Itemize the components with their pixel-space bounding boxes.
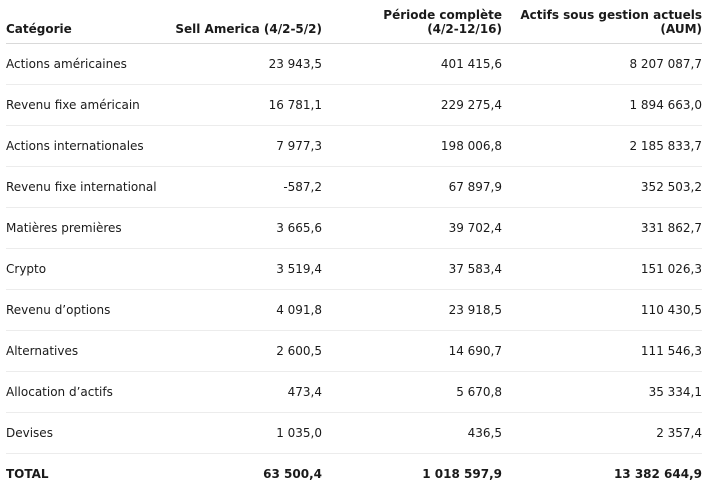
full-period-cell: 23 918,5 [322,290,502,331]
category-cell: Revenu fixe international [6,167,172,208]
header-label-line: Actifs sous gestion actuels [520,8,702,22]
aum-cell: 151 026,3 [502,249,702,290]
column-header-full-period: Période complète(4/2-12/16) [322,0,502,44]
full-period-cell: 14 690,7 [322,331,502,372]
full-period-cell: 67 897,9 [322,167,502,208]
aum-cell: 35 334,1 [502,372,702,413]
header-label-line: (4/2-12/16) [427,22,502,36]
header-label-line: (AUM) [660,22,702,36]
sell-america-cell: 7 977,3 [172,126,322,167]
sell-america-cell: 1 035,0 [172,413,322,454]
aum-cell: 111 546,3 [502,331,702,372]
sell-america-cell: 473,4 [172,372,322,413]
category-cell: Devises [6,413,172,454]
aum-cell: 2 357,4 [502,413,702,454]
full-period-cell: 436,5 [322,413,502,454]
category-cell: Crypto [6,249,172,290]
header-label-line: Sell America (4/2-5/2) [175,22,322,36]
column-header-category: Catégorie [6,0,172,44]
sell-america-cell: -587,2 [172,167,322,208]
total-label-cell: TOTAL [6,454,172,494]
full-period-cell: 5 670,8 [322,372,502,413]
sell-america-cell: 3 519,4 [172,249,322,290]
header-label-line: Catégorie [6,22,72,36]
category-cell: Actions américaines [6,44,172,85]
category-cell: Alternatives [6,331,172,372]
total-full-period-cell: 1 018 597,9 [322,454,502,494]
aum-cell: 1 894 663,0 [502,85,702,126]
header-label-line: Période complète [383,8,502,22]
sell-america-cell: 2 600,5 [172,331,322,372]
aum-cell: 2 185 833,7 [502,126,702,167]
aum-cell: 8 207 087,7 [502,44,702,85]
category-cell: Revenu d’options [6,290,172,331]
column-header-sell-america: Sell America (4/2-5/2) [172,0,322,44]
aum-cell: 331 862,7 [502,208,702,249]
full-period-cell: 229 275,4 [322,85,502,126]
full-period-cell: 37 583,4 [322,249,502,290]
category-cell: Actions internationales [6,126,172,167]
full-period-cell: 401 415,6 [322,44,502,85]
total-aum-cell: 13 382 644,9 [502,454,702,494]
sell-america-cell: 4 091,8 [172,290,322,331]
total-sell-america-cell: 63 500,4 [172,454,322,494]
sell-america-cell: 23 943,5 [172,44,322,85]
aum-cell: 352 503,2 [502,167,702,208]
category-cell: Matières premières [6,208,172,249]
category-cell: Revenu fixe américain [6,85,172,126]
sell-america-cell: 3 665,6 [172,208,322,249]
category-cell: Allocation d’actifs [6,372,172,413]
sell-america-cell: 16 781,1 [172,85,322,126]
full-period-cell: 198 006,8 [322,126,502,167]
column-header-aum: Actifs sous gestion actuels(AUM) [502,0,702,44]
aum-cell: 110 430,5 [502,290,702,331]
full-period-cell: 39 702,4 [322,208,502,249]
